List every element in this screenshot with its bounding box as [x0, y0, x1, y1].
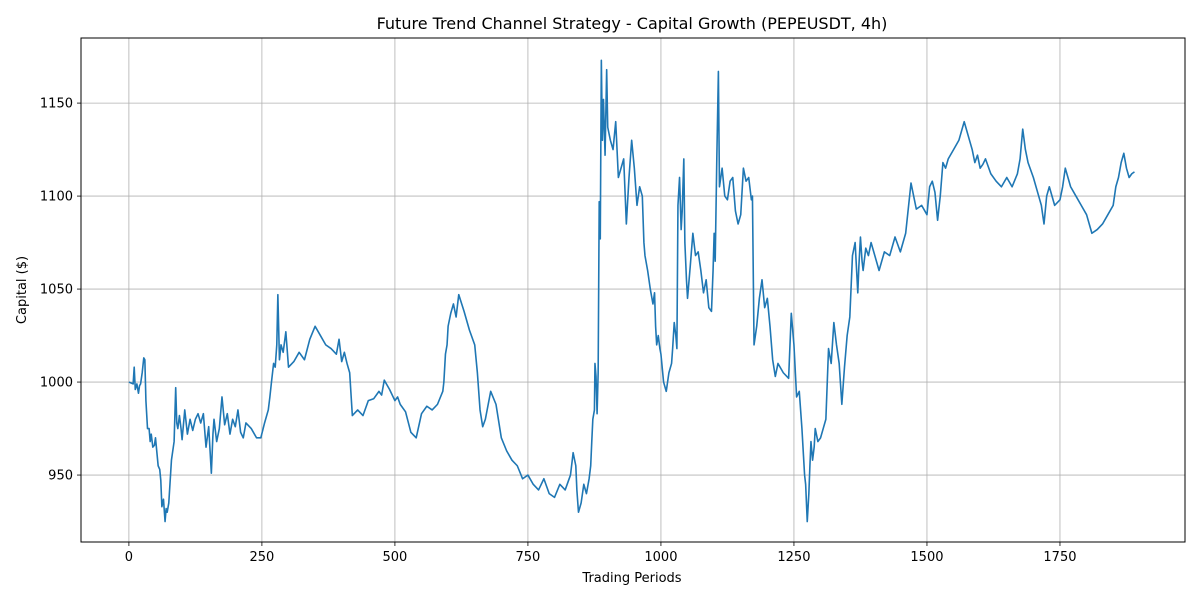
x-tick-label: 250 — [249, 550, 274, 565]
chart-title: Future Trend Channel Strategy - Capital … — [377, 14, 888, 33]
y-axis-label: Capital ($) — [15, 256, 30, 324]
x-tick-label: 1250 — [777, 550, 810, 565]
y-tick-label: 1150 — [40, 97, 73, 112]
x-axis-label: Trading Periods — [581, 571, 681, 586]
y-tick-label: 1050 — [40, 283, 73, 298]
x-tick-label: 0 — [125, 550, 133, 565]
series-layer — [128, 59, 1135, 523]
y-axis: 950 1000 1050 1100 1150 — [40, 97, 81, 484]
y-tick-label: 950 — [48, 469, 73, 484]
y-tick-label: 1100 — [40, 190, 73, 205]
x-tick-label: 1000 — [644, 550, 677, 565]
x-tick-label: 500 — [382, 550, 407, 565]
x-tick-label: 750 — [516, 550, 541, 565]
grid — [81, 38, 1185, 542]
capital-series-line — [128, 59, 1135, 523]
x-tick-label: 1750 — [1043, 550, 1076, 565]
y-tick-label: 1000 — [40, 376, 73, 391]
plot-frame — [80, 37, 1186, 543]
x-axis: 0 250 500 750 1000 1250 1500 1750 — [125, 542, 1077, 565]
x-tick-label: 1500 — [910, 550, 943, 565]
